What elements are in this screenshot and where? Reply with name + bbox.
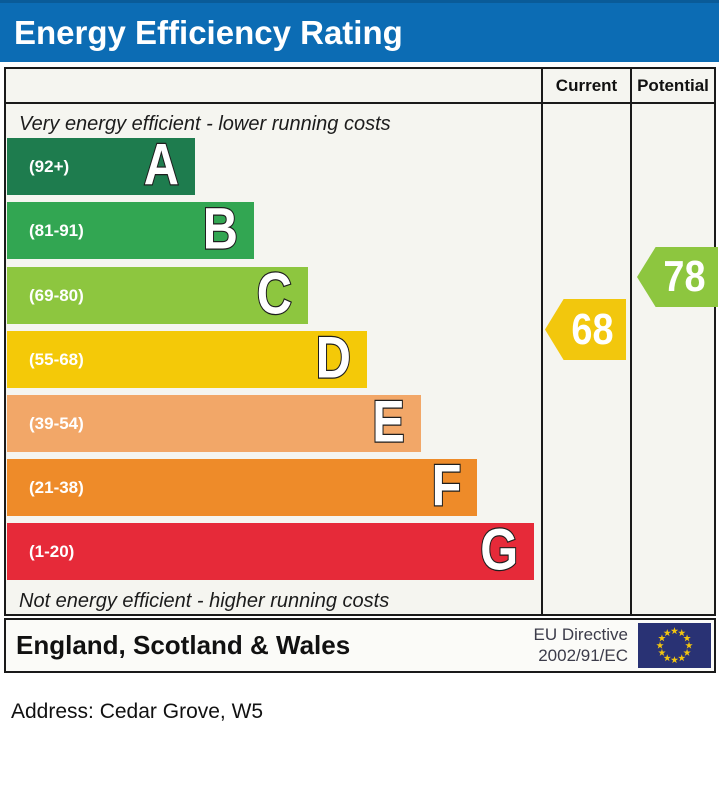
- band-range-label: (92+): [29, 156, 70, 176]
- band-range-label: (69-80): [29, 285, 84, 305]
- current-rating-marker: 68: [545, 299, 626, 360]
- band-range-label: (81-91): [29, 220, 84, 240]
- rating-table: Current Potential Very energy efficient …: [4, 67, 718, 616]
- potential-column-divider: [630, 69, 632, 614]
- current-column-divider: [541, 69, 543, 614]
- current-rating-value: 68: [570, 304, 614, 354]
- eu-directive-line1: EU Directive: [533, 625, 628, 645]
- rating-band-g: (1-20) G: [7, 516, 534, 582]
- band-range-label: (21-38): [29, 477, 84, 497]
- band-range-label: (39-54): [29, 413, 84, 433]
- rating-band-a: (92+) A: [7, 131, 195, 197]
- rating-band-d: (55-68) D: [7, 324, 367, 390]
- band-letter: E: [372, 388, 406, 454]
- rating-band-e: (39-54) E: [7, 388, 421, 454]
- band-letter: A: [143, 131, 180, 197]
- band-range-label: (1-20): [29, 541, 75, 561]
- address-label: Address: Cedar Grove, W5: [11, 700, 264, 723]
- band-letter: B: [202, 195, 239, 261]
- potential-column-header: Potential: [637, 76, 709, 95]
- eu-directive-line2: 2002/91/EC: [538, 645, 628, 665]
- rating-band-b: (81-91) B: [7, 195, 254, 261]
- rating-band-c: (69-80) C: [7, 260, 308, 326]
- eu-directive-label: EU Directive 2002/91/EC: [534, 625, 628, 666]
- band-letter: D: [315, 324, 352, 390]
- current-column-header: Current: [555, 76, 618, 95]
- footer-bar: England, Scotland & Wales EU Directive 2…: [4, 618, 716, 673]
- eu-flag-icon: [638, 623, 711, 668]
- potential-rating-marker: 78: [637, 247, 718, 307]
- potential-rating-value: 78: [662, 252, 706, 301]
- bottom-efficiency-note: Not energy efficient - higher running co…: [19, 590, 390, 612]
- band-letter: G: [479, 516, 519, 582]
- page-title: Energy Efficiency Rating: [14, 13, 403, 51]
- band-letter: C: [256, 260, 293, 326]
- table-header-row: [6, 69, 714, 104]
- band-letter: F: [430, 452, 462, 518]
- rating-band-f: (21-38) F: [7, 452, 477, 518]
- band-range-label: (55-68): [29, 349, 84, 369]
- top-efficiency-note: Very energy efficient - lower running co…: [19, 113, 391, 135]
- title-bar: Energy Efficiency Rating: [0, 0, 719, 62]
- region-label: England, Scotland & Wales: [16, 630, 351, 660]
